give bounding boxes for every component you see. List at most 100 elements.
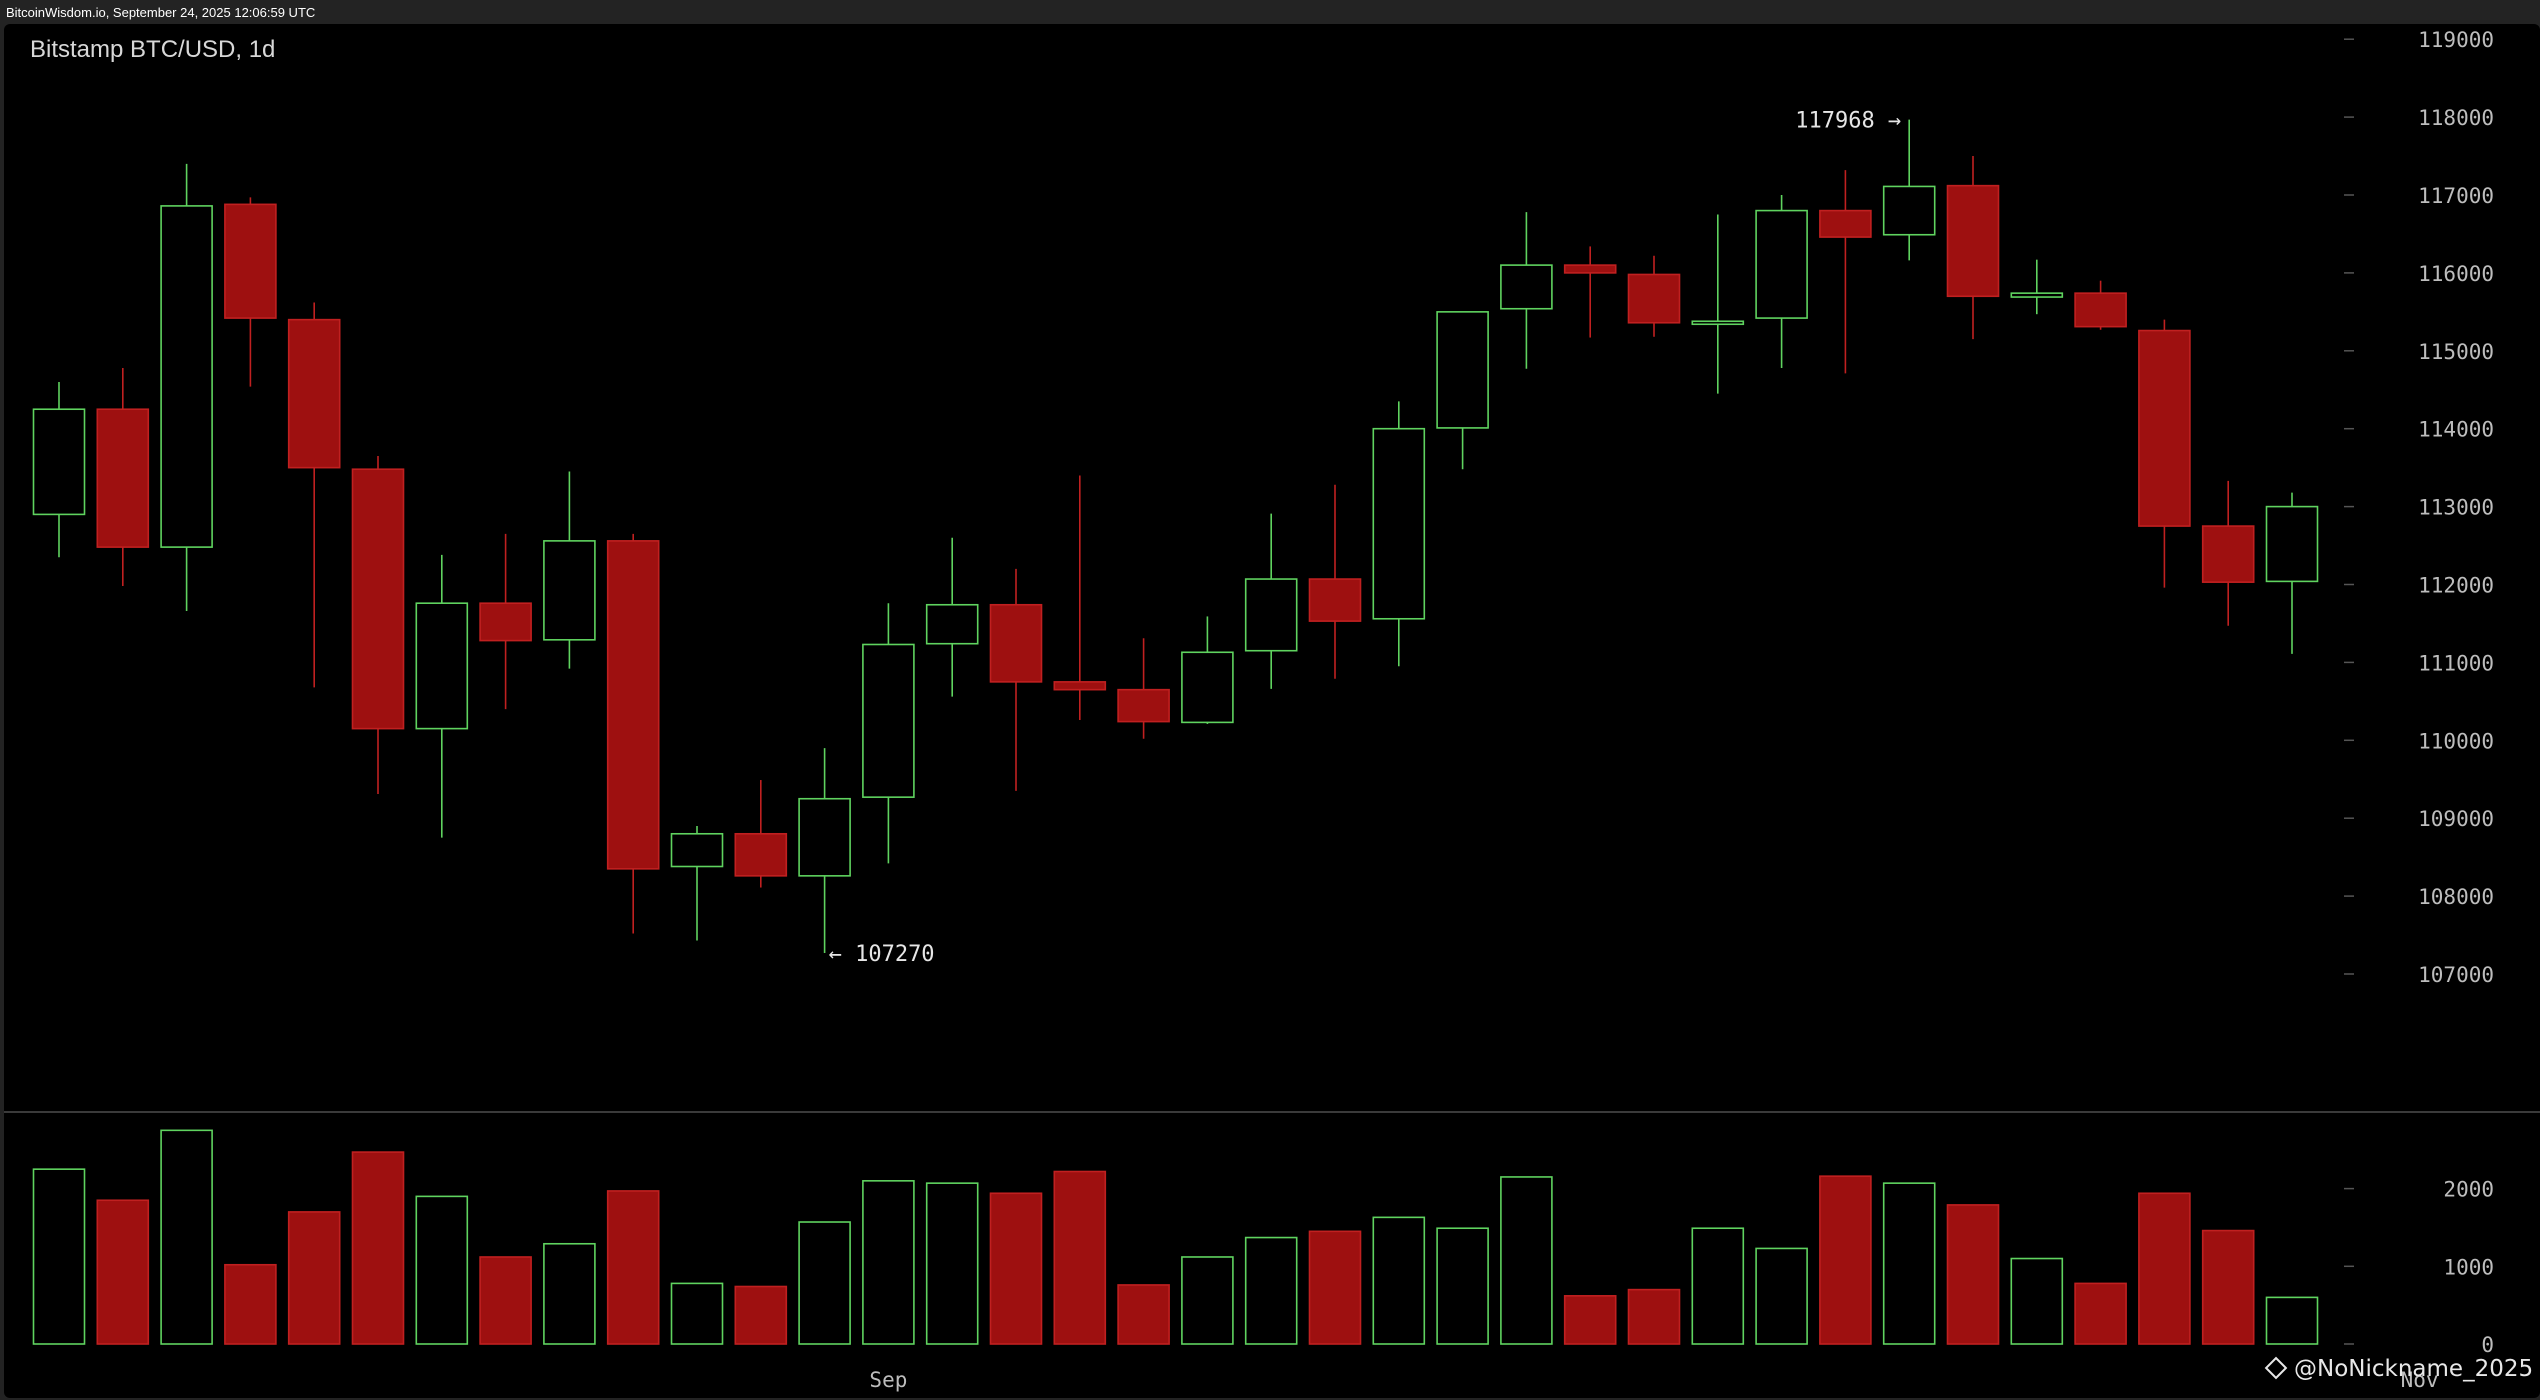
volume-bar-down[interactable] (479, 1256, 532, 1345)
price-tick-label: 110000 (2418, 729, 2494, 753)
candle[interactable] (1691, 214, 1745, 394)
candle-body-up (798, 797, 851, 877)
candle-body-down (1053, 681, 1107, 691)
candle[interactable] (1882, 119, 1936, 261)
volume-bar-down[interactable] (1946, 1204, 2000, 1345)
volume-bar-up[interactable] (1691, 1227, 1745, 1345)
volume-tick-label: 0 (2481, 1333, 2494, 1357)
candle[interactable] (32, 381, 86, 558)
volume-bar-down[interactable] (1819, 1175, 1872, 1345)
volume-bar-up[interactable] (1882, 1182, 1936, 1345)
candle[interactable] (2201, 480, 2255, 626)
volume-bar-up[interactable] (1372, 1216, 1426, 1345)
volume-bar-down[interactable] (1627, 1288, 1681, 1345)
candle-body-down (2074, 292, 2127, 328)
candle[interactable] (1181, 616, 1234, 724)
candle[interactable] (1946, 156, 2000, 340)
candle[interactable] (1436, 311, 1489, 470)
volume-bar-up[interactable] (798, 1221, 851, 1345)
diamond-logo-icon (2264, 1356, 2288, 1380)
volume-bar-down[interactable] (1053, 1170, 1107, 1345)
volume-bar-up[interactable] (670, 1282, 724, 1345)
price-tick-label: 112000 (2418, 574, 2494, 598)
candle[interactable] (1117, 638, 1170, 739)
volume-tick-label: 2000 (2443, 1178, 2494, 1202)
volume-bar-down[interactable] (96, 1199, 150, 1345)
volume-bar-up[interactable] (1181, 1256, 1234, 1345)
candle[interactable] (1053, 475, 1107, 721)
volume-bar-up[interactable] (2265, 1296, 2319, 1345)
candle-body-down (989, 603, 1043, 683)
candle[interactable] (798, 748, 851, 953)
candle-body-down (2138, 329, 2191, 527)
candle[interactable] (415, 554, 469, 838)
candle[interactable] (2074, 280, 2127, 330)
candle-body-up (1372, 427, 1426, 620)
top-bar: BitcoinWisdom.io, September 24, 2025 12:… (0, 0, 2540, 24)
candle[interactable] (224, 197, 277, 387)
candle[interactable] (351, 455, 405, 795)
volume-bar-down[interactable] (734, 1285, 788, 1345)
candle[interactable] (989, 568, 1043, 791)
volume-bar-down[interactable] (1117, 1284, 1170, 1345)
candle[interactable] (1244, 513, 1298, 689)
volume-bar-up[interactable] (2010, 1257, 2064, 1345)
candle[interactable] (2010, 259, 2064, 315)
price-tick-label: 107000 (2418, 963, 2494, 987)
price-tick-label: 109000 (2418, 807, 2494, 831)
candle[interactable] (2265, 492, 2319, 654)
candle[interactable] (1755, 195, 1808, 368)
candle[interactable] (1308, 484, 1362, 679)
candle[interactable] (2138, 319, 2191, 588)
volume-bar-up[interactable] (862, 1180, 915, 1345)
candles-layer (32, 119, 2319, 953)
volume-bar-down[interactable] (2138, 1192, 2191, 1345)
volume-bar-up[interactable] (925, 1182, 979, 1345)
candle[interactable] (1372, 401, 1426, 667)
price-tick-label: 114000 (2418, 418, 2494, 442)
volume-bar-down[interactable] (989, 1192, 1043, 1345)
candle-body-down (2201, 525, 2255, 583)
candle[interactable] (606, 533, 660, 934)
volume-bar-up[interactable] (1436, 1227, 1489, 1345)
volume-bar-down[interactable] (2201, 1229, 2255, 1345)
volume-bar-up[interactable] (32, 1168, 86, 1345)
volume-bar-down[interactable] (351, 1151, 405, 1345)
candle-body-down (1563, 264, 1617, 274)
volume-bar-down[interactable] (224, 1263, 277, 1345)
volume-bar-up[interactable] (415, 1195, 469, 1345)
candle[interactable] (1500, 212, 1553, 369)
chart-title: Bitstamp BTC/USD, 1d (30, 36, 276, 63)
candle[interactable] (287, 302, 341, 688)
candle[interactable] (543, 471, 596, 669)
volume-bar-down[interactable] (287, 1211, 341, 1345)
candle[interactable] (862, 603, 915, 864)
price-axis: 107000 108000 109000 110000 111000 112000 1130… (2344, 28, 2494, 987)
volume-bar-down[interactable] (606, 1190, 660, 1345)
price-tick-label: 117000 (2418, 184, 2494, 208)
candle[interactable] (1563, 246, 1617, 338)
candle[interactable] (96, 367, 150, 587)
volume-bar-down[interactable] (1308, 1230, 1362, 1345)
price-tick-label: 115000 (2418, 340, 2494, 364)
candlestick-chart[interactable]: 107000 108000 109000 110000 111000 112000 1130… (4, 24, 2540, 1398)
volume-bar-down[interactable] (2074, 1282, 2127, 1345)
candle[interactable] (925, 537, 979, 697)
candle-body-down (1627, 273, 1681, 324)
volume-bar-up[interactable] (1500, 1176, 1553, 1345)
volume-bar-up[interactable] (1755, 1247, 1808, 1345)
price-tick-label: 108000 (2418, 885, 2494, 909)
candle[interactable] (1819, 170, 1872, 374)
volume-bar-up[interactable] (1244, 1236, 1298, 1345)
candle[interactable] (160, 163, 213, 611)
watermark-text: @NoNickname_2025 (2294, 1356, 2534, 1382)
volume-bar-up[interactable] (543, 1242, 596, 1345)
candle[interactable] (479, 533, 532, 710)
candle-body-up (1181, 651, 1234, 724)
candle[interactable] (670, 825, 724, 941)
candle-body-down (1946, 184, 2000, 298)
volume-bar-down[interactable] (1563, 1295, 1617, 1345)
candle[interactable] (734, 780, 788, 888)
candle[interactable] (1627, 255, 1681, 337)
volume-bar-up[interactable] (160, 1129, 213, 1345)
